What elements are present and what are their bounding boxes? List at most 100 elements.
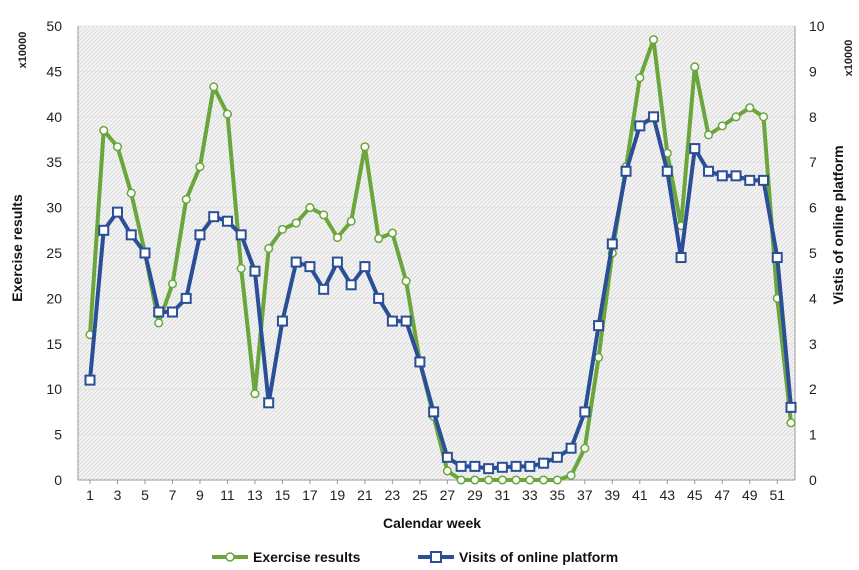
data-point (277, 224, 287, 234)
data-point (524, 460, 536, 472)
x-tick-label: 19 (330, 487, 346, 503)
data-point (345, 279, 357, 291)
data-point (319, 210, 329, 220)
legend-item-exercise: Exercise results (212, 549, 361, 565)
y2-tick-label: 0 (809, 472, 817, 488)
data-point (675, 252, 687, 264)
data-point (125, 229, 137, 241)
data-point (744, 174, 756, 186)
y2-axis-title: Vistis of online platform (830, 145, 846, 304)
data-point (565, 442, 577, 454)
data-point (690, 62, 700, 72)
data-point (455, 460, 467, 472)
data-point (99, 125, 109, 135)
data-point (745, 103, 755, 113)
y2-tick-label: 7 (809, 154, 817, 170)
data-point (525, 475, 535, 485)
y-axis-multiplier: x10000 (17, 32, 29, 69)
data-point (634, 120, 646, 132)
data-point (470, 475, 480, 485)
y-tick-label: 50 (46, 18, 62, 34)
y2-tick-label: 2 (809, 381, 817, 397)
data-point (304, 261, 316, 273)
data-point (620, 165, 632, 177)
data-point (511, 475, 521, 485)
y-tick-label: 30 (46, 200, 62, 216)
data-point (374, 233, 384, 244)
data-point (153, 306, 165, 318)
y-tick-label: 15 (46, 336, 62, 352)
data-point (126, 188, 136, 198)
data-point (730, 170, 742, 182)
series-visits (84, 111, 797, 475)
data-point (428, 406, 440, 418)
data-point (606, 238, 618, 250)
x-tick-label: 9 (196, 487, 204, 503)
data-point (264, 243, 274, 254)
data-point (111, 206, 123, 218)
data-point (331, 256, 343, 268)
y-tick-label: 25 (46, 245, 62, 261)
data-point (689, 143, 701, 155)
data-point (84, 374, 96, 386)
data-point (661, 165, 673, 177)
data-point (332, 233, 342, 243)
y2-tick-label: 8 (809, 109, 817, 125)
x-tick-label: 29 (467, 487, 483, 503)
legend: Exercise results Visits of online platfo… (212, 549, 618, 565)
data-point (785, 401, 797, 413)
data-point (276, 315, 288, 327)
data-point (249, 265, 261, 277)
data-point (346, 216, 356, 226)
x-tick-label: 45 (687, 487, 703, 503)
data-point (593, 320, 605, 332)
data-point (139, 247, 151, 259)
data-point (484, 475, 494, 485)
y2-tick-label: 9 (809, 63, 817, 79)
series-layer (84, 35, 797, 485)
y-axis-title: Exercise results (9, 194, 25, 302)
data-point (195, 162, 205, 172)
data-point (441, 451, 453, 463)
data-point (635, 73, 645, 83)
legend-marker-exercise (225, 552, 235, 562)
data-point (551, 451, 563, 463)
data-point (510, 460, 522, 472)
x-tick-label: 7 (169, 487, 177, 503)
data-point (98, 224, 110, 236)
y2-axis-multiplier: x10000 (843, 40, 855, 77)
x-tick-label: 41 (632, 487, 648, 503)
data-point (703, 130, 714, 140)
x-tick-label: 23 (385, 487, 401, 503)
data-point (235, 229, 247, 241)
data-point (194, 229, 206, 241)
x-tick-label: 11 (220, 487, 235, 503)
x-tick-label: 1 (86, 487, 94, 503)
data-point (250, 389, 260, 399)
data-point (717, 121, 727, 131)
x-tick-label: 37 (577, 487, 593, 503)
legend-marker-visits (430, 551, 442, 563)
data-point (566, 470, 576, 481)
data-point (497, 475, 507, 485)
x-tick-label: 27 (440, 487, 456, 503)
data-point (579, 406, 591, 418)
x-tick-label: 43 (660, 487, 676, 503)
y2-tick-label: 4 (809, 290, 817, 306)
data-point (209, 82, 219, 92)
x-axis: 1 3 5 7 9 11 13 15 17 19 21 23 25 27 29 31 33 35 37 39 41 43 4… (86, 480, 785, 503)
y2-tick-label: 3 (809, 336, 817, 352)
data-point (552, 475, 562, 485)
legend-label-visits: Visits of online platform (459, 549, 618, 565)
data-point (496, 461, 508, 473)
data-point (539, 475, 549, 485)
data-point (305, 203, 315, 213)
x-tick-label: 39 (605, 487, 621, 503)
data-point (414, 356, 426, 368)
data-point (387, 228, 397, 238)
data-point (167, 279, 178, 289)
x-tick-label: 5 (141, 487, 149, 503)
data-point (222, 109, 233, 119)
y2-tick-label: 6 (809, 200, 817, 216)
y-tick-label: 40 (46, 109, 62, 125)
